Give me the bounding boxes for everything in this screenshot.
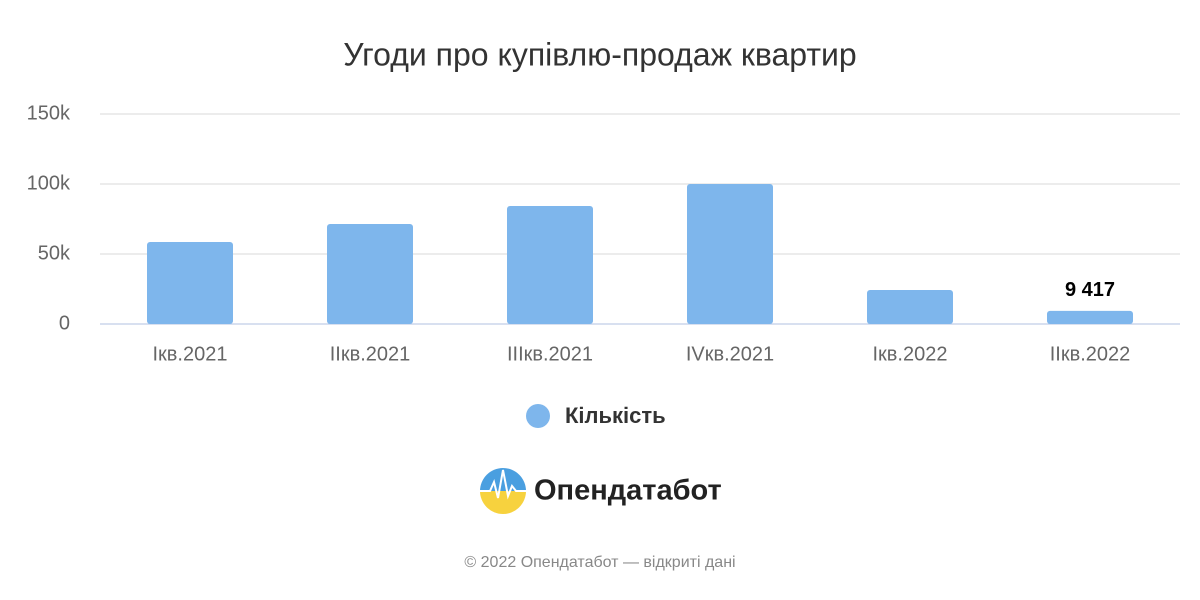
bar (1047, 310, 1133, 324)
x-tick-label: IVкв.2021 (686, 343, 774, 365)
y-tick-label: 100k (27, 172, 71, 194)
footer: © 2022 Опендатабот — відкриті дані (464, 554, 735, 571)
chart-title: Угоди про купівлю-продаж квартир (343, 36, 856, 72)
y-tick-label: 150k (27, 102, 71, 124)
bar (147, 241, 233, 324)
logo-text: Опендатабот (534, 475, 722, 507)
x-tick-label: Ікв.2022 (873, 343, 948, 365)
logo-wave (480, 469, 526, 500)
logo-icon (480, 468, 526, 514)
logo: Опендатабот (480, 468, 722, 514)
bar (687, 184, 773, 324)
y-tick-label: 50k (38, 242, 71, 264)
y-tick-label: 0 (59, 312, 70, 334)
bar (867, 289, 953, 324)
data-label: 9 417 (1065, 279, 1115, 301)
x-tick-label: ІІкв.2021 (330, 343, 411, 365)
x-tick-label: Ікв.2021 (153, 343, 228, 365)
bar (507, 205, 593, 324)
legend-label: Кількість (565, 403, 666, 428)
bar (327, 224, 413, 324)
x-tick-label: ІІІкв.2021 (507, 343, 593, 365)
legend-marker (526, 404, 550, 428)
x-tick-label: ІІкв.2022 (1050, 343, 1131, 365)
